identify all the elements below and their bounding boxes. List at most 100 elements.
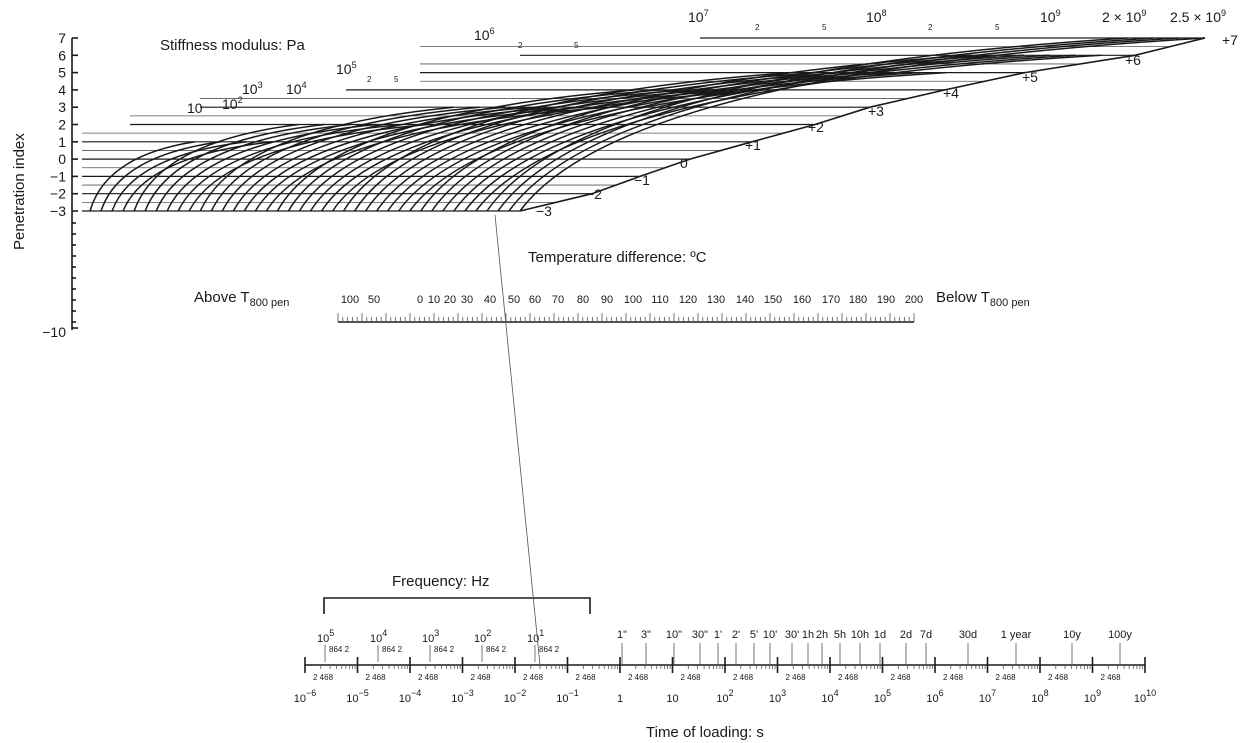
temperature-scale: 100 50 0 10 20 30 40 50 60 70 80 90 100 110 120 130 140 1… <box>337 294 923 323</box>
time-scale: 2 468 10−6 2 468 10−5 2 468 10−4 2 468 10−3 2 46… <box>294 629 1156 705</box>
pi-tick-label: 1 <box>58 134 66 150</box>
stiffness-minor-label: 5 <box>394 75 399 84</box>
time-decade-label: 10 <box>666 693 678 705</box>
stiffness-modulus-label: 2 × 109 <box>1102 8 1146 25</box>
time-minor-label: 2 468 <box>681 673 702 682</box>
temperature-tick-label: 80 <box>577 294 589 306</box>
pi-edge-label: +6 <box>1125 52 1141 68</box>
pi-tick-label: −2 <box>50 186 66 202</box>
frequency-minor-label: 864 2 <box>539 645 560 654</box>
stiffness-curve <box>287 89 662 212</box>
time-named-label: 30" <box>692 629 708 641</box>
pi-edge-label: +2 <box>808 119 824 135</box>
time-named-label: 30' <box>785 629 799 641</box>
stiffness-minor-label: 5 <box>995 23 1000 32</box>
time-decade-label: 109 <box>1084 688 1101 705</box>
stiffness-minor-label: 2 <box>367 75 372 84</box>
stiffness-curve <box>210 106 480 212</box>
time-minor-label: 2 468 <box>1101 673 1122 682</box>
time-decade-label: 10−4 <box>399 688 422 705</box>
stiffness-curve <box>464 54 1076 212</box>
time-named-label: 5' <box>750 629 758 641</box>
frequency-minor-label: 864 2 <box>486 645 507 654</box>
stiffness-curve <box>199 106 455 212</box>
time-decade-label: 106 <box>926 688 943 705</box>
time-minor-label: 2 468 <box>366 673 387 682</box>
time-named-label: 2' <box>732 629 740 641</box>
stiffness-curve <box>221 106 506 212</box>
stiffness-curve <box>353 71 817 212</box>
time-named-label: 3" <box>641 629 651 641</box>
time-minor-label: 2 468 <box>1048 673 1069 682</box>
pi-edge-label: +3 <box>868 103 884 119</box>
time-minor-label: 2 468 <box>628 673 649 682</box>
example-guide-line <box>494 214 541 666</box>
frequency-minor-label: 864 2 <box>434 645 455 654</box>
stiffness-curve <box>243 106 558 212</box>
time-named-label: 10h <box>851 629 869 641</box>
pi-edge-label: −3 <box>536 203 552 219</box>
time-named-label: 10' <box>763 629 777 641</box>
pi-tick-label: 6 <box>58 47 66 63</box>
stiffness-curve <box>177 123 403 212</box>
time-decade-label: 102 <box>716 688 733 705</box>
pi-tick-label: 0 <box>58 151 66 167</box>
pi-tick-label: 4 <box>58 82 66 98</box>
time-decade-label: 10−2 <box>504 688 527 705</box>
stiffness-curve <box>155 123 351 212</box>
stiffness-modulus-label: 103 <box>242 80 263 97</box>
stiffness-curve <box>331 89 765 212</box>
temperature-tick-label: 70 <box>552 294 564 306</box>
frequency-minor-label: 864 2 <box>329 645 350 654</box>
time-named-label: 10" <box>666 629 682 641</box>
stiffness-curve <box>365 71 843 212</box>
temperature-tick-label: 50 <box>508 294 520 306</box>
temperature-tick-label: 110 <box>651 294 669 306</box>
stiffness-modulus-label: 108 <box>866 8 887 25</box>
penetration-axis-label: Penetration index <box>11 133 28 250</box>
stiffness-curve <box>376 71 869 212</box>
time-named-label: 5h <box>834 629 846 641</box>
time-named-label: 2h <box>816 629 828 641</box>
stiffness-curve <box>276 89 636 212</box>
stiffness-curve <box>89 141 196 212</box>
time-minor-label: 2 468 <box>523 673 544 682</box>
temperature-tick-label: 0 <box>417 294 423 306</box>
frequency-bracket <box>323 597 591 614</box>
time-decade-label: 105 <box>874 688 891 705</box>
time-named-label: 1d <box>874 629 886 641</box>
temperature-tick-label: 180 <box>849 294 867 306</box>
temperature-tick-label: 100 <box>624 294 642 306</box>
temperature-tick-label: 200 <box>905 294 923 306</box>
temperature-tick-label: 60 <box>529 294 541 306</box>
time-decade-label: 10−6 <box>294 688 317 705</box>
guide-line <box>494 214 541 666</box>
pi-tick-label: 5 <box>58 65 66 81</box>
time-minor-label: 2 468 <box>418 673 439 682</box>
penetration-axis: 76 543 210−1 −2−3 −10 <box>42 30 78 340</box>
stiffness-title: Stiffness modulus: Pa <box>160 37 305 54</box>
time-minor-label: 2 468 <box>786 673 807 682</box>
stiffness-modulus-label: 107 <box>688 8 709 25</box>
frequency-decade-label: 105 <box>317 628 334 645</box>
pi-edge-label: −2 <box>586 186 602 202</box>
stiffness-minor-label: 2 <box>928 23 933 32</box>
time-decade-label: 10−1 <box>556 688 579 705</box>
time-decade-label: 104 <box>821 688 838 705</box>
time-named-label: 7d <box>920 629 932 641</box>
time-decade-label: 10−5 <box>346 688 369 705</box>
stiffness-minor-label: 2 <box>755 23 760 32</box>
temperature-tick-label: 140 <box>736 294 754 306</box>
pi-boundary <box>519 37 1206 212</box>
temperature-tick-label: 100 <box>341 294 359 306</box>
pi-edge-label: +7 <box>1222 32 1238 48</box>
pi-bottom-tick-label: −10 <box>42 324 66 340</box>
stiffness-grid <box>82 37 1206 212</box>
stiffness-modulus-label: 2.5 × 109 <box>1170 8 1226 25</box>
time-decade-label: 1010 <box>1134 688 1156 705</box>
stiffness-curve <box>100 141 221 212</box>
stiffness-curve <box>111 141 247 212</box>
frequency-decade-label: 101 <box>527 628 544 645</box>
pi-edge-label: +5 <box>1022 69 1038 85</box>
